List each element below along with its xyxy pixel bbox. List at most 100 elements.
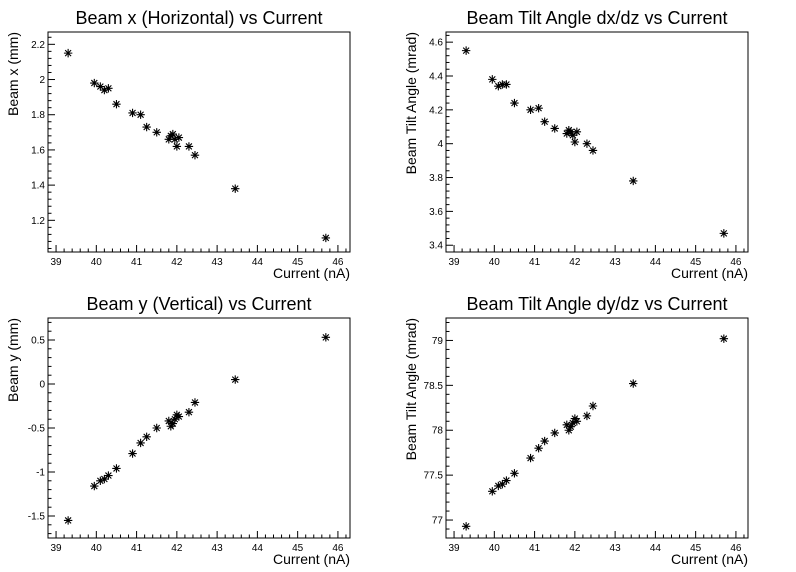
data-point (568, 418, 578, 428)
data-point (629, 176, 638, 186)
data-point (562, 129, 571, 138)
x-tick-label: 44 (650, 257, 662, 268)
data-point (566, 422, 576, 431)
x-axis-label: Current (nA) (273, 265, 350, 281)
data-point (562, 420, 571, 430)
data-point (100, 85, 109, 95)
data-point (96, 476, 105, 485)
x-tick-label: 45 (690, 257, 702, 268)
data-point (63, 48, 73, 58)
beam-x-plot: Beam x (Horizontal) vs Current 39 40 41 42 43… (5, 8, 351, 281)
data-point (540, 117, 549, 126)
data-point (719, 229, 729, 238)
x-tick-label: 39 (448, 543, 460, 554)
y-tick-label: 77 (432, 516, 444, 527)
data-point (588, 146, 598, 155)
data-point (168, 129, 178, 139)
data-point (152, 128, 161, 137)
data-point (190, 398, 200, 407)
data-point (564, 426, 574, 435)
x-tick-label: 46 (730, 257, 742, 268)
data-point (488, 75, 497, 84)
data-point (494, 81, 503, 91)
data-point (502, 476, 511, 485)
y-tick-label: 2.2 (31, 40, 45, 51)
data-point (164, 416, 173, 426)
data-point (510, 469, 519, 478)
data-point (461, 46, 471, 55)
data-point (104, 471, 113, 480)
plot-title: Beam x (Horizontal) vs Current (75, 8, 322, 28)
x-axis-label: Current (nA) (671, 265, 748, 281)
tilt-dydz-plot: Beam Tilt Angle dy/dz vs Current 39 40 41 42… (403, 294, 749, 567)
data-point (498, 479, 507, 489)
x-tick-label: 43 (610, 543, 622, 554)
x-tick-label: 39 (448, 257, 460, 268)
x-tick-label: 40 (489, 543, 501, 554)
plot-frame (445, 317, 749, 539)
data-point (588, 401, 598, 411)
data-point (510, 98, 519, 108)
data-point (184, 142, 194, 151)
data-point (231, 375, 240, 384)
x-axis-label: Current (nA) (671, 551, 748, 567)
x-axis-label: Current (nA) (273, 551, 350, 567)
data-point (582, 139, 592, 148)
y-tick-label: -0.5 (28, 424, 46, 435)
data-point (90, 481, 99, 491)
y-tick-label: 1.8 (31, 110, 45, 121)
data-point (570, 137, 580, 147)
data-point (136, 438, 145, 448)
x-tick-label: 46 (332, 257, 344, 268)
y-tick-label: 2 (39, 75, 45, 86)
y-tick-label: -1.5 (28, 512, 46, 523)
y-tick-label: 4.4 (429, 72, 443, 83)
data-point (566, 127, 576, 137)
data-point (136, 110, 145, 119)
data-point (231, 184, 240, 193)
data-point (63, 516, 73, 525)
y-tick-label: 3.8 (429, 173, 443, 184)
x-tick-label: 41 (131, 257, 143, 268)
plot-frame (445, 31, 749, 253)
y-axis-label: Beam x (mm) (5, 32, 21, 116)
y-tick-label: 3.4 (429, 241, 443, 252)
plot-title: Beam Tilt Angle dx/dz vs Current (466, 8, 727, 28)
data-point (142, 122, 151, 132)
x-tick-label: 40 (91, 543, 103, 554)
data-point (168, 419, 178, 428)
data-point (572, 417, 582, 426)
y-tick-label: 0 (39, 380, 45, 391)
x-tick-label: 45 (690, 543, 702, 554)
plot-frame (47, 317, 351, 539)
data-point (174, 133, 184, 142)
x-tick-label: 42 (569, 257, 581, 268)
y-tick-label: -1 (36, 468, 45, 479)
y-tick-label: 78.5 (424, 381, 444, 392)
y-tick-label: 4 (437, 139, 443, 150)
data-point (526, 105, 535, 115)
y-tick-label: 1.4 (31, 181, 45, 192)
x-tick-label: 46 (730, 543, 742, 554)
y-tick-label: 4.6 (429, 38, 443, 49)
y-tick-label: 0.5 (31, 336, 45, 347)
data-point (572, 127, 582, 137)
x-tick-label: 46 (332, 543, 344, 554)
y-axis-label: Beam Tilt Angle (mrad) (403, 32, 419, 174)
x-tick-label: 39 (50, 543, 62, 554)
data-point (534, 103, 543, 113)
x-tick-label: 41 (529, 257, 541, 268)
x-tick-label: 40 (91, 257, 103, 268)
y-tick-label: 77.5 (424, 471, 444, 482)
x-tick-label: 40 (489, 257, 501, 268)
data-point (112, 99, 121, 109)
data-point (100, 474, 109, 484)
beam-y-plot: Beam y (Vertical) vs Current 39 40 41 42 43 44… (5, 294, 351, 567)
x-tick-label: 43 (212, 543, 224, 554)
data-point (526, 453, 535, 463)
plot-frame (47, 31, 351, 253)
data-point (184, 407, 194, 417)
x-tick-label: 42 (171, 543, 183, 554)
data-point (550, 124, 559, 133)
